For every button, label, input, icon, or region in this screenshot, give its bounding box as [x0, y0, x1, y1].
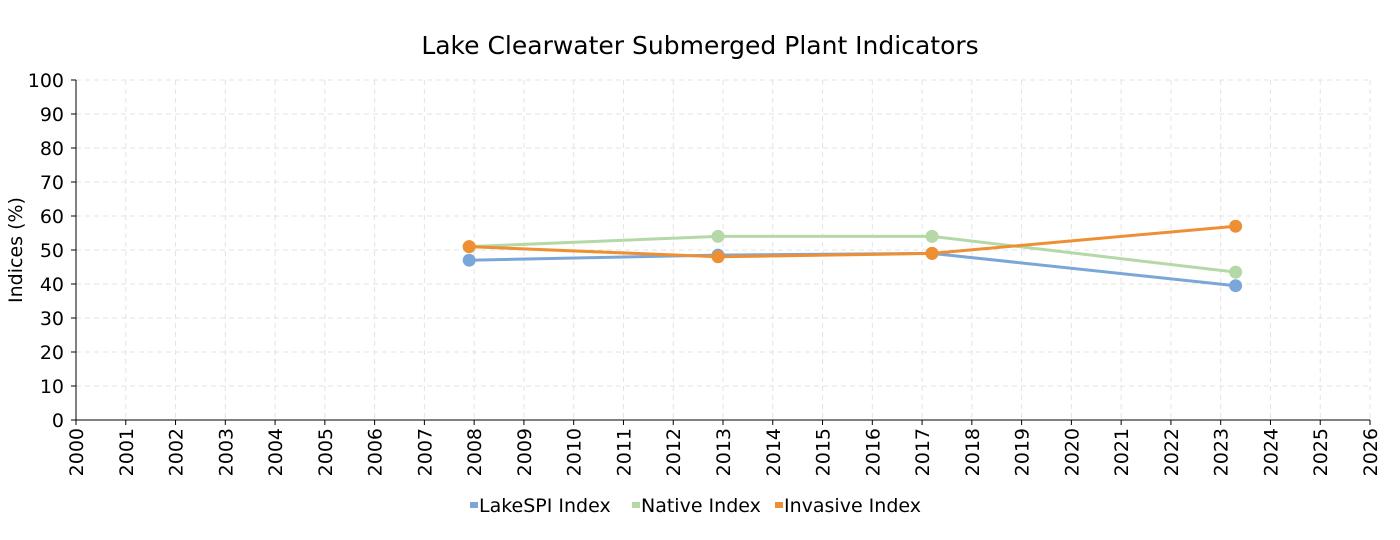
y-tick-label: 50	[40, 240, 64, 262]
legend-item[interactable]: LakeSPI Index	[470, 495, 611, 517]
x-tick-label: 2020	[1061, 428, 1083, 476]
x-tick-label: 2009	[514, 428, 536, 476]
grid	[76, 79, 1371, 420]
legend-item[interactable]: Native Index	[632, 495, 761, 517]
x-tick-label: 2001	[116, 428, 138, 476]
x-tick-label: 2016	[862, 428, 884, 476]
data-point[interactable]	[462, 240, 476, 254]
legend[interactable]: LakeSPI Index Native Index Invasive Index	[470, 495, 921, 517]
ticks: 0 10 20 30 40 50 60 70 80 90 100 2000 2001 2002 2003 20…	[28, 70, 1382, 476]
series-native-index	[462, 229, 1243, 279]
series-line	[469, 234, 1236, 274]
x-tick-label: 2015	[813, 428, 835, 476]
data-point[interactable]	[462, 253, 476, 267]
y-tick-label: 10	[40, 376, 64, 398]
y-tick-label: 80	[40, 138, 64, 160]
x-tick-label: 2011	[613, 428, 635, 476]
x-tick-label: 2024	[1260, 428, 1282, 476]
x-tick-label: 2021	[1111, 428, 1133, 476]
x-tick-label: 2013	[713, 428, 735, 476]
data-point[interactable]	[925, 229, 939, 243]
x-tick-label: 2006	[365, 428, 387, 476]
series-invasive-index	[462, 219, 1243, 264]
x-tick-label: 2002	[166, 428, 188, 476]
x-tick-label: 2017	[912, 428, 934, 476]
data-point[interactable]	[1229, 219, 1243, 233]
chart-title: Lake Clearwater Submerged Plant Indicato…	[421, 31, 978, 60]
x-tick-label: 2004	[265, 428, 287, 476]
legend-item[interactable]: Invasive Index	[775, 495, 921, 517]
legend-swatch	[470, 502, 478, 508]
data-point[interactable]	[711, 250, 725, 264]
x-tick-label: 2008	[464, 428, 486, 476]
x-tick-label: 2000	[66, 428, 88, 476]
legend-label: LakeSPI Index	[479, 495, 611, 517]
data-point[interactable]	[1229, 265, 1243, 279]
series-line	[469, 224, 1236, 259]
x-tick-label: 2014	[763, 428, 785, 476]
x-tick-label: 2003	[215, 428, 237, 476]
x-tick-label: 2010	[564, 428, 586, 476]
y-tick-label: 60	[40, 206, 64, 228]
x-tick-label: 2023	[1211, 428, 1233, 476]
y-tick-label: 90	[40, 104, 64, 126]
y-tick-label: 30	[40, 308, 64, 330]
x-tick-label: 2026	[1360, 428, 1382, 476]
data-point[interactable]	[711, 229, 725, 243]
x-tick-label: 2022	[1161, 428, 1183, 476]
legend-swatch	[775, 502, 783, 508]
y-axis-label: Indices (%)	[5, 197, 27, 303]
x-tick-label: 2019	[1012, 428, 1034, 476]
data-point[interactable]	[1229, 279, 1243, 293]
legend-label: Invasive Index	[784, 495, 921, 517]
y-tick-label: 20	[40, 342, 64, 364]
y-tick-label: 100	[28, 70, 64, 92]
x-tick-label: 2012	[663, 428, 685, 476]
x-tick-label: 2018	[962, 428, 984, 476]
data-point[interactable]	[925, 246, 939, 260]
y-tick-label: 0	[52, 410, 64, 432]
legend-swatch	[632, 502, 640, 508]
series	[462, 219, 1243, 293]
y-tick-label: 70	[40, 172, 64, 194]
x-tick-label: 2025	[1310, 428, 1332, 476]
legend-label: Native Index	[641, 495, 761, 517]
y-tick-label: 40	[40, 274, 64, 296]
x-tick-label: 2007	[414, 428, 436, 476]
x-tick-label: 2005	[315, 428, 337, 476]
